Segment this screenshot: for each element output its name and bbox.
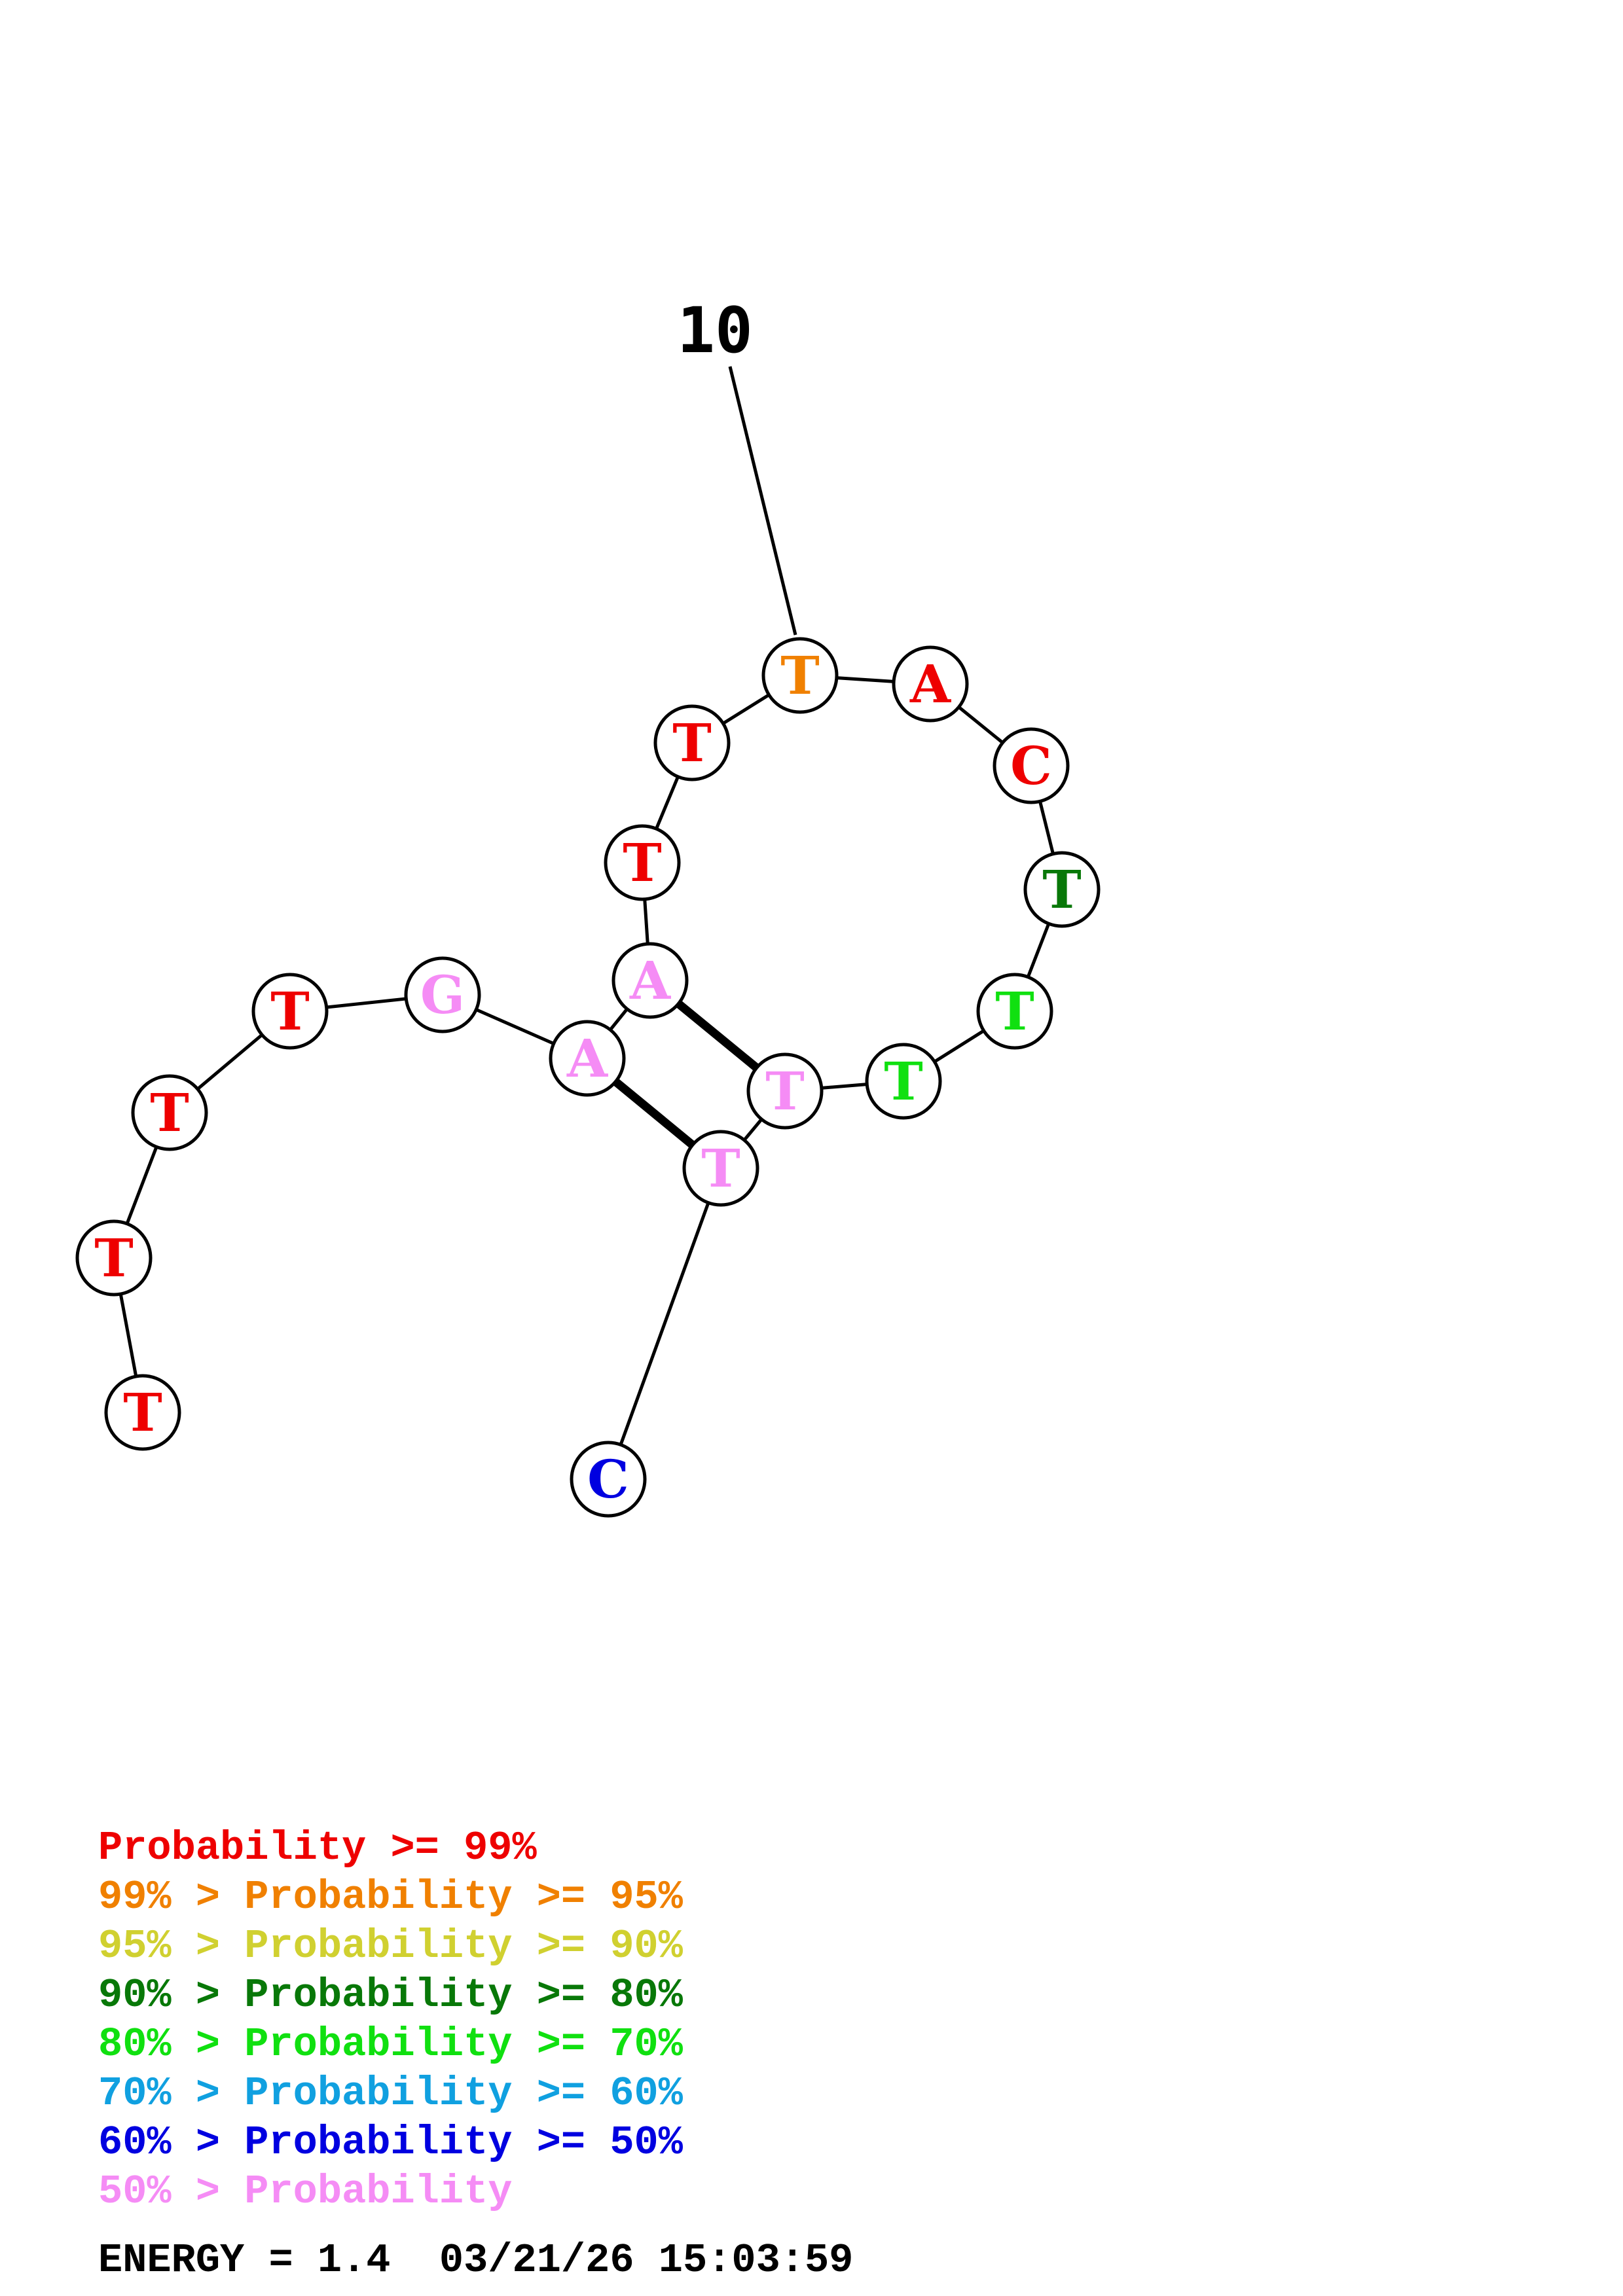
nucleotide-circle — [653, 704, 731, 781]
nucleotide-letter: A — [629, 950, 671, 1011]
nucleotide-letter: G — [420, 964, 465, 1026]
nucleotide-node: A — [549, 1020, 626, 1097]
backbone-segment — [606, 1168, 723, 1480]
nucleotide-letter: A — [566, 1028, 608, 1089]
nucleotide-letter: T — [701, 1138, 740, 1199]
nucleotide-circle — [1023, 851, 1101, 928]
nucleotide-circle — [131, 1074, 208, 1151]
nucleotide-circle — [251, 973, 329, 1050]
nucleotide-letter: C — [1010, 735, 1052, 797]
legend-entry: 90% > Probability >= 80% — [98, 1972, 684, 2018]
nucleotide-letter: T — [995, 980, 1034, 1042]
nucleotide-circle — [404, 956, 481, 1033]
nucleotide-node: T — [251, 973, 329, 1050]
legend-entry: 70% > Probability >= 60% — [98, 2070, 684, 2117]
nucleotide-node: G — [404, 956, 481, 1033]
nucleotide-letter: A — [909, 653, 951, 715]
nucleotide-letter: T — [623, 832, 662, 893]
nucleotide-node: A — [892, 645, 969, 723]
legend-entry: Probability >= 99% — [98, 1825, 538, 1871]
legend-entry: 99% > Probability >= 95% — [98, 1874, 684, 1920]
nucleotide-node: C — [993, 727, 1070, 804]
nucleotide-letter: T — [150, 1082, 189, 1143]
nucleotide-circle — [611, 942, 689, 1019]
nucleotide-node: T — [865, 1043, 942, 1120]
nucleotide-circle — [993, 727, 1070, 804]
nucleotide-node: T — [653, 704, 731, 781]
nucleotide-circle — [892, 645, 969, 723]
nucleotide-node: T — [682, 1130, 759, 1207]
nucleotide-letter: T — [780, 645, 820, 706]
position-tick-label: 10 — [677, 294, 753, 367]
nucleotide-circle — [746, 1052, 824, 1130]
nucleotide-node: T — [604, 824, 681, 901]
nucleotide-node: T — [131, 1074, 208, 1151]
nucleotide-circle — [104, 1374, 181, 1451]
position-tick-line — [728, 366, 797, 636]
nucleotide-node: C — [570, 1441, 647, 1518]
nucleotide-circle — [682, 1130, 759, 1207]
nucleotide-node: T — [104, 1374, 181, 1451]
nucleotide-node: T — [976, 973, 1053, 1050]
nucleotide-circle — [604, 824, 681, 901]
nucleotide-letter: T — [94, 1227, 134, 1289]
nucleotide-node: T — [1023, 851, 1101, 928]
nucleotide-letter: T — [765, 1060, 805, 1122]
nucleotide-letter: T — [672, 712, 712, 774]
nucleotide-letter: C — [587, 1448, 629, 1510]
energy-readout: ENERGY = 1.4 03/21/26 15:03:59 — [98, 2237, 853, 2284]
nucleotide-circle — [976, 973, 1053, 1050]
nucleotide-circle — [570, 1441, 647, 1518]
nucleotide-letter: T — [884, 1050, 923, 1112]
nucleotide-letter: T — [1042, 859, 1082, 920]
legend-entry: 95% > Probability >= 90% — [98, 1923, 684, 1969]
probability-legend: Probability >= 99%99% > Probability >= 9… — [98, 1825, 684, 2215]
nucleotide-circle — [549, 1020, 626, 1097]
nucleotide-circle — [761, 637, 839, 714]
legend-entry: 50% > Probability — [98, 2168, 513, 2215]
nucleotide-letter: T — [123, 1382, 162, 1443]
nucleotide-circle — [75, 1219, 153, 1297]
nucleotide-node: T — [75, 1219, 153, 1297]
legend-entry: 80% > Probability >= 70% — [98, 2021, 684, 2068]
nucleotide-letter: T — [270, 980, 310, 1042]
nucleotide-node: T — [746, 1052, 824, 1130]
nucleotide-circle — [865, 1043, 942, 1120]
legend-entry: 60% > Probability >= 50% — [98, 2119, 684, 2166]
nucleotide-node: T — [761, 637, 839, 714]
nucleotide-node: A — [611, 942, 689, 1019]
